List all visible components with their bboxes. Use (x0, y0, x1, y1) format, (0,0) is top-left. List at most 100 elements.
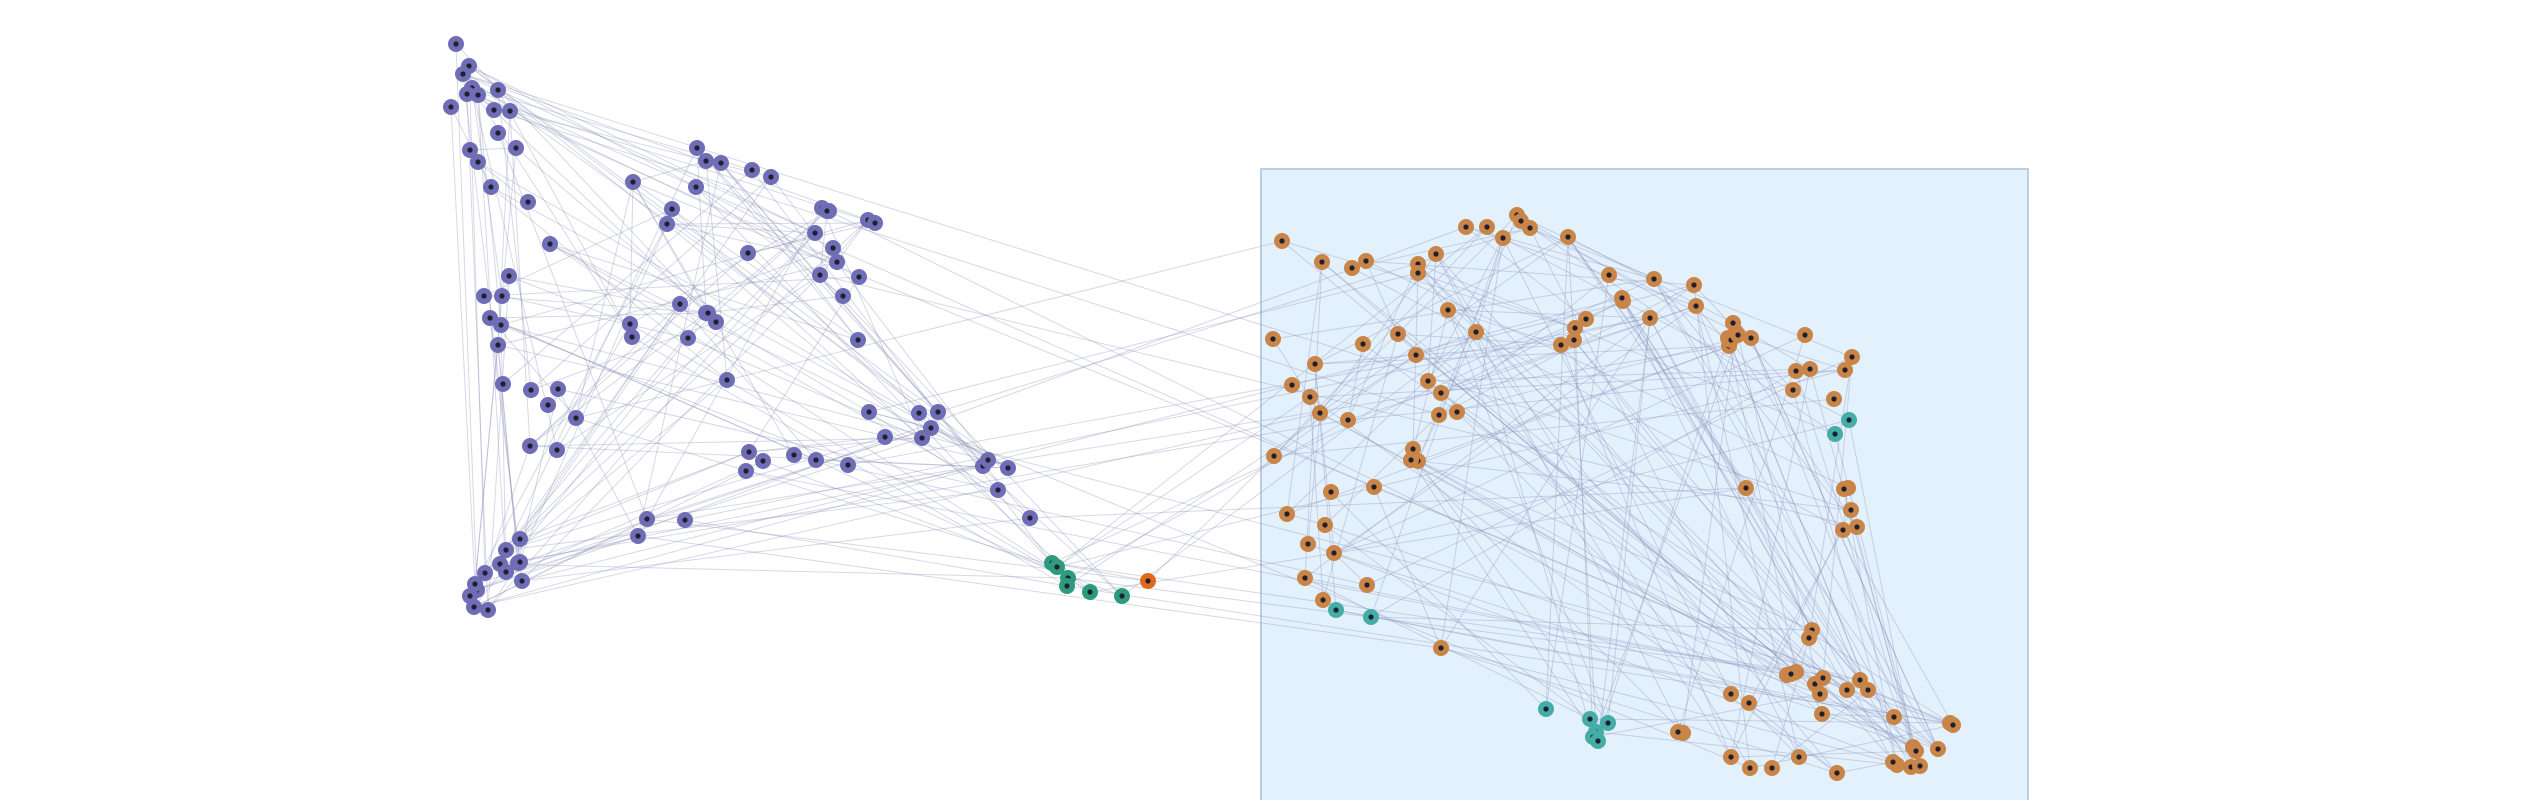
graph-edge (466, 93, 876, 224)
graph-edge (1440, 647, 1912, 768)
purple-node (914, 430, 930, 446)
purple-node (467, 576, 483, 592)
node-core (1819, 711, 1825, 717)
graph-edge (1029, 487, 1747, 519)
teal-node (1600, 715, 1616, 731)
graph-edge (1273, 226, 1488, 457)
node-core (517, 536, 523, 542)
graph-edge (508, 275, 631, 325)
node-core (1647, 315, 1653, 321)
graph-edge (501, 295, 689, 339)
node-core (1619, 295, 1625, 301)
graph-edge (1440, 392, 1951, 724)
graph-edge (477, 94, 707, 314)
graph-edge (468, 65, 838, 263)
graph-edge (1447, 309, 1651, 319)
orange-node (1764, 760, 1780, 776)
orange-node (1908, 743, 1924, 759)
node-core (1846, 417, 1852, 423)
node-core (573, 415, 579, 421)
purple-node (877, 429, 893, 445)
graph-edge (1347, 369, 1846, 421)
graph-edge (1622, 300, 1823, 715)
node-core (1064, 583, 1070, 589)
graph-edge (483, 208, 673, 297)
graph-edge (484, 445, 531, 574)
orange-node (1403, 452, 1419, 468)
graph-edge (1567, 236, 1939, 750)
graph-edge (1567, 236, 1597, 733)
purple-node (448, 36, 464, 52)
node-core (519, 578, 525, 584)
teal-node (1582, 711, 1598, 727)
node-core (813, 457, 819, 463)
node-core (1857, 677, 1863, 683)
node-core (669, 206, 675, 212)
orange-node (1860, 682, 1876, 698)
graph-edge (1417, 263, 1816, 685)
orange-node (1326, 545, 1342, 561)
node-core (1317, 410, 1323, 416)
graph-edge (745, 470, 1788, 676)
node-core (1746, 700, 1752, 706)
graph-edge (1291, 297, 1623, 386)
node-core (503, 569, 509, 575)
orange-node (1801, 630, 1817, 646)
orange-node (1433, 385, 1449, 401)
node-core (1284, 511, 1290, 517)
node-core (664, 221, 670, 227)
node-core (1463, 224, 1469, 230)
purple-node (755, 453, 771, 469)
purple-node (568, 410, 584, 426)
graph-edge (1147, 214, 1518, 582)
graph-edge (1595, 731, 1898, 766)
graph-edge (1067, 577, 1797, 673)
graph-edge (629, 210, 830, 325)
purple-node (459, 86, 475, 102)
graph-edge (575, 240, 1283, 419)
purple-node (493, 317, 509, 333)
node-core (495, 342, 501, 348)
orange-node (1886, 709, 1902, 725)
node-core (1651, 276, 1657, 282)
graph-edge (1836, 761, 1894, 774)
node-core (1935, 746, 1941, 752)
graph-edge (1324, 414, 1440, 526)
node-core (682, 517, 688, 523)
node-core (677, 301, 683, 307)
graph-edge (646, 518, 1149, 582)
orange-node (1791, 749, 1807, 765)
graph-edge (679, 247, 834, 305)
purple-node (490, 125, 506, 141)
graph-edge (819, 274, 1858, 528)
graph-edge (1397, 333, 1797, 673)
node-core (528, 387, 534, 393)
purple-node (630, 528, 646, 544)
purple-node (501, 268, 517, 284)
orange-node (1468, 324, 1484, 340)
graph-edge (696, 147, 707, 314)
orange-node (1458, 219, 1474, 235)
graph-edge (529, 303, 681, 447)
graph-edge (637, 162, 722, 537)
purple-node (911, 405, 927, 421)
node-core (466, 63, 472, 69)
node-core (791, 452, 797, 458)
node-core (824, 208, 830, 214)
orange-node (1723, 749, 1739, 765)
node-core (1743, 485, 1749, 491)
graph-edge (549, 243, 859, 341)
graph-edge (1330, 491, 1547, 710)
graph-edge (1335, 609, 1954, 726)
orange-node (1428, 246, 1444, 262)
node-core (685, 335, 691, 341)
graph-edge (1417, 272, 1576, 329)
graph-edge (505, 489, 999, 551)
orange-node (1844, 349, 1860, 365)
graph-edge (815, 459, 1069, 579)
graph-edge (1792, 389, 1898, 766)
graph-edge (493, 109, 1440, 416)
purple-node (680, 330, 696, 346)
graph-edge (1607, 317, 1651, 724)
node-core (517, 559, 523, 565)
